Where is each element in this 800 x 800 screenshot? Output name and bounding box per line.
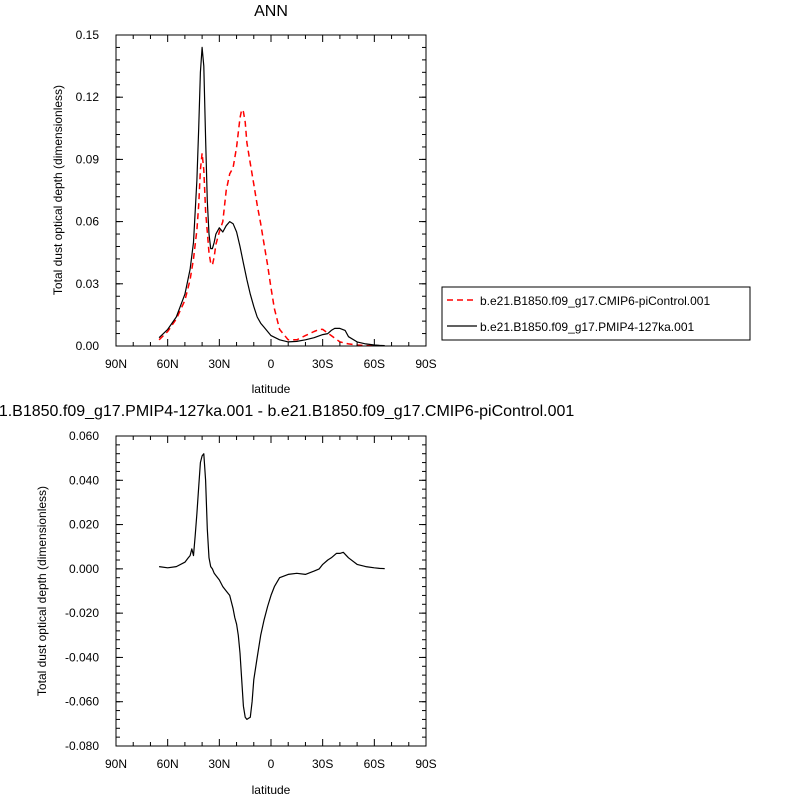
top-y-tick-label: 0.09 [76, 152, 100, 166]
bottom-y-tick-label: 0.040 [69, 473, 99, 487]
bottom-y-axis-label: Total dust optical depth (dimensionless) [35, 486, 49, 696]
bottom-y-tick-label: -0.060 [65, 695, 99, 709]
top-chart-title: ANN [254, 3, 288, 20]
bottom-y-tick-label: -0.040 [65, 650, 99, 664]
legend-label-picontrol: b.e21.B1850.f09_g17.CMIP6-piControl.001 [480, 294, 710, 308]
top-x-axis-label: latitude [252, 382, 291, 396]
bottom-tick-group: 90N 60N 30N 0 30S 60S 90S -0.080 -0.060 -0.040 -0.… [65, 429, 437, 771]
top-y-tick-label: 0.12 [76, 90, 100, 104]
top-x-tick-label: 60S [364, 357, 385, 371]
bottom-y-tick-label: -0.020 [65, 606, 99, 620]
bottom-series-line-0 [159, 453, 385, 720]
bottom-x-tick-label: 60N [157, 757, 179, 771]
top-y-tick-label: 0.03 [76, 277, 100, 291]
bottom-plot-frame [115, 435, 427, 747]
top-series-line-0 [158, 108, 385, 347]
top-panel: ANN 90N 60N 30N 0 30S 60S 90S 0.00 0.03 0.06 0.09 0… [51, 3, 437, 396]
bottom-y-tick-label: 0.060 [69, 429, 99, 443]
top-x-tick-label: 0 [268, 357, 275, 371]
bottom-series-group [159, 453, 385, 720]
bottom-panel: b.e21.B1850.f09_g17.PMIP4-127ka.001 - b.… [0, 403, 574, 797]
bottom-x-tick-label: 90N [105, 757, 127, 771]
legend-label-127ka: b.e21.B1850.f09_g17.PMIP4-127ka.001 [480, 320, 694, 334]
bottom-y-tick-label: -0.080 [65, 739, 99, 753]
top-x-tick-label: 60N [157, 357, 179, 371]
top-y-tick-label: 0.00 [76, 339, 100, 353]
top-x-tick-label: 90S [415, 357, 436, 371]
bottom-x-axis-label: latitude [252, 783, 291, 797]
bottom-x-tick-label: 90S [415, 757, 436, 771]
top-series-group [158, 46, 385, 347]
top-y-tick-label: 0.15 [76, 28, 100, 42]
bottom-chart-title: b.e21.B1850.f09_g17.PMIP4-127ka.001 - b.… [0, 403, 574, 420]
top-y-tick-label: 0.06 [76, 215, 100, 229]
top-series-line-1 [158, 46, 385, 347]
top-x-tick-label: 30S [312, 357, 333, 371]
top-tick-group: 90N 60N 30N 0 30S 60S 90S 0.00 0.03 0.06 0.09 0.12 0… [76, 28, 437, 371]
bottom-x-tick-label: 60S [364, 757, 385, 771]
bottom-y-tick-label: 0.000 [69, 562, 99, 576]
bottom-x-tick-label: 30N [208, 757, 230, 771]
bottom-x-tick-label: 0 [268, 757, 275, 771]
legend-box [441, 286, 751, 341]
bottom-x-tick-label: 30S [312, 757, 333, 771]
bottom-y-tick-label: 0.020 [69, 518, 99, 532]
legend: b.e21.B1850.f09_g17.CMIP6-piControl.001 … [441, 286, 751, 341]
top-x-tick-label: 90N [105, 357, 127, 371]
top-y-axis-label: Total dust optical depth (dimensionless) [51, 85, 65, 295]
top-plot-frame [115, 34, 427, 347]
top-x-tick-label: 30N [208, 357, 230, 371]
